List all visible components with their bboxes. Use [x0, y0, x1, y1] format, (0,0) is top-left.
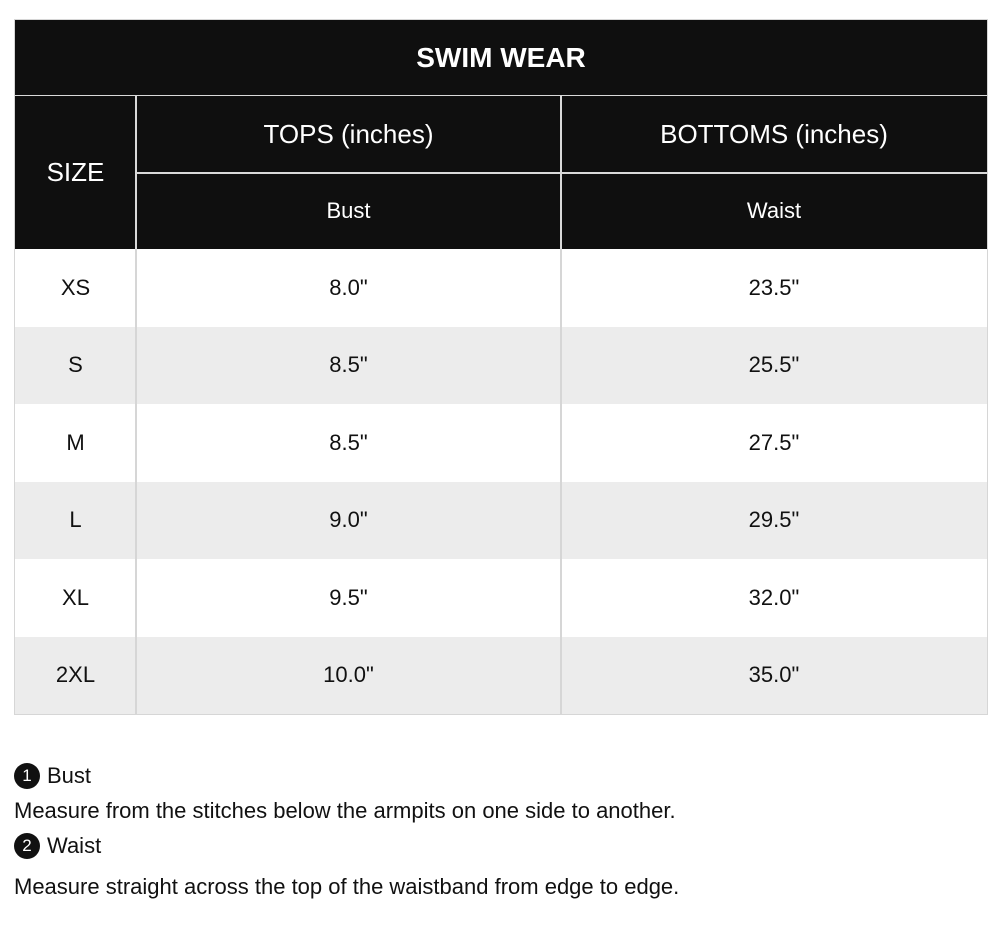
table-row: M 8.5" 27.5": [15, 404, 987, 482]
size-cell: M: [66, 429, 85, 455]
column-divider: [135, 249, 137, 715]
bust-cell: 9.5": [329, 584, 368, 610]
note-text: Measure straight across the top of the w…: [14, 874, 680, 899]
note-heading-bust: 1 Bust: [14, 760, 984, 792]
note-title: Waist: [47, 833, 102, 858]
size-cell: L: [69, 507, 82, 533]
header-bust: Bust: [136, 173, 561, 249]
size-cell: 2XL: [55, 662, 96, 688]
waist-cell: 29.5": [748, 507, 800, 533]
note-title: Bust: [47, 763, 92, 788]
header-divider: [136, 172, 987, 174]
bust-cell: 8.0": [329, 274, 368, 300]
bust-cell: 8.5": [329, 429, 368, 455]
number-one-icon: 1: [14, 763, 40, 789]
header-tops: TOPS (inches): [136, 96, 561, 173]
size-chart-table: SWIM WEAR SIZE TOPS (inches) BOTTOMS (in…: [14, 19, 988, 715]
table-row: 2XL 10.0" 35.0": [15, 636, 987, 714]
waist-cell: 32.0": [748, 584, 800, 610]
table-row: L 9.0" 29.5": [15, 481, 987, 559]
header-bottoms: BOTTOMS (inches): [561, 96, 987, 173]
column-divider: [560, 249, 562, 715]
bust-cell: 10.0": [323, 662, 374, 688]
header-waist: Waist: [561, 173, 987, 249]
bust-cell: 8.5": [329, 352, 368, 378]
table-row: XS 8.0" 23.5": [15, 249, 987, 327]
size-cell: XL: [62, 584, 89, 610]
waist-cell: 23.5": [748, 274, 800, 300]
size-cell: XS: [60, 274, 91, 300]
table-row: S 8.5" 25.5": [15, 326, 987, 404]
table-body: XS 8.0" 23.5" S 8.5" 25.5" M 8.5" 27.5" …: [15, 249, 987, 714]
note-text: Measure from the stitches below the armp…: [14, 798, 676, 823]
bust-cell: 9.0": [329, 507, 368, 533]
waist-cell: 35.0": [748, 662, 800, 688]
waist-cell: 27.5": [748, 429, 800, 455]
waist-cell: 25.5": [748, 352, 800, 378]
table-row: XL 9.5" 32.0": [15, 559, 987, 637]
table-title: SWIM WEAR: [15, 20, 987, 96]
size-cell: S: [68, 352, 83, 378]
note-heading-waist: 2 Waist: [14, 830, 984, 862]
measurement-notes: 1 Bust Measure from the stitches below t…: [14, 760, 984, 906]
header-size: SIZE: [15, 96, 136, 249]
number-two-icon: 2: [14, 833, 40, 859]
